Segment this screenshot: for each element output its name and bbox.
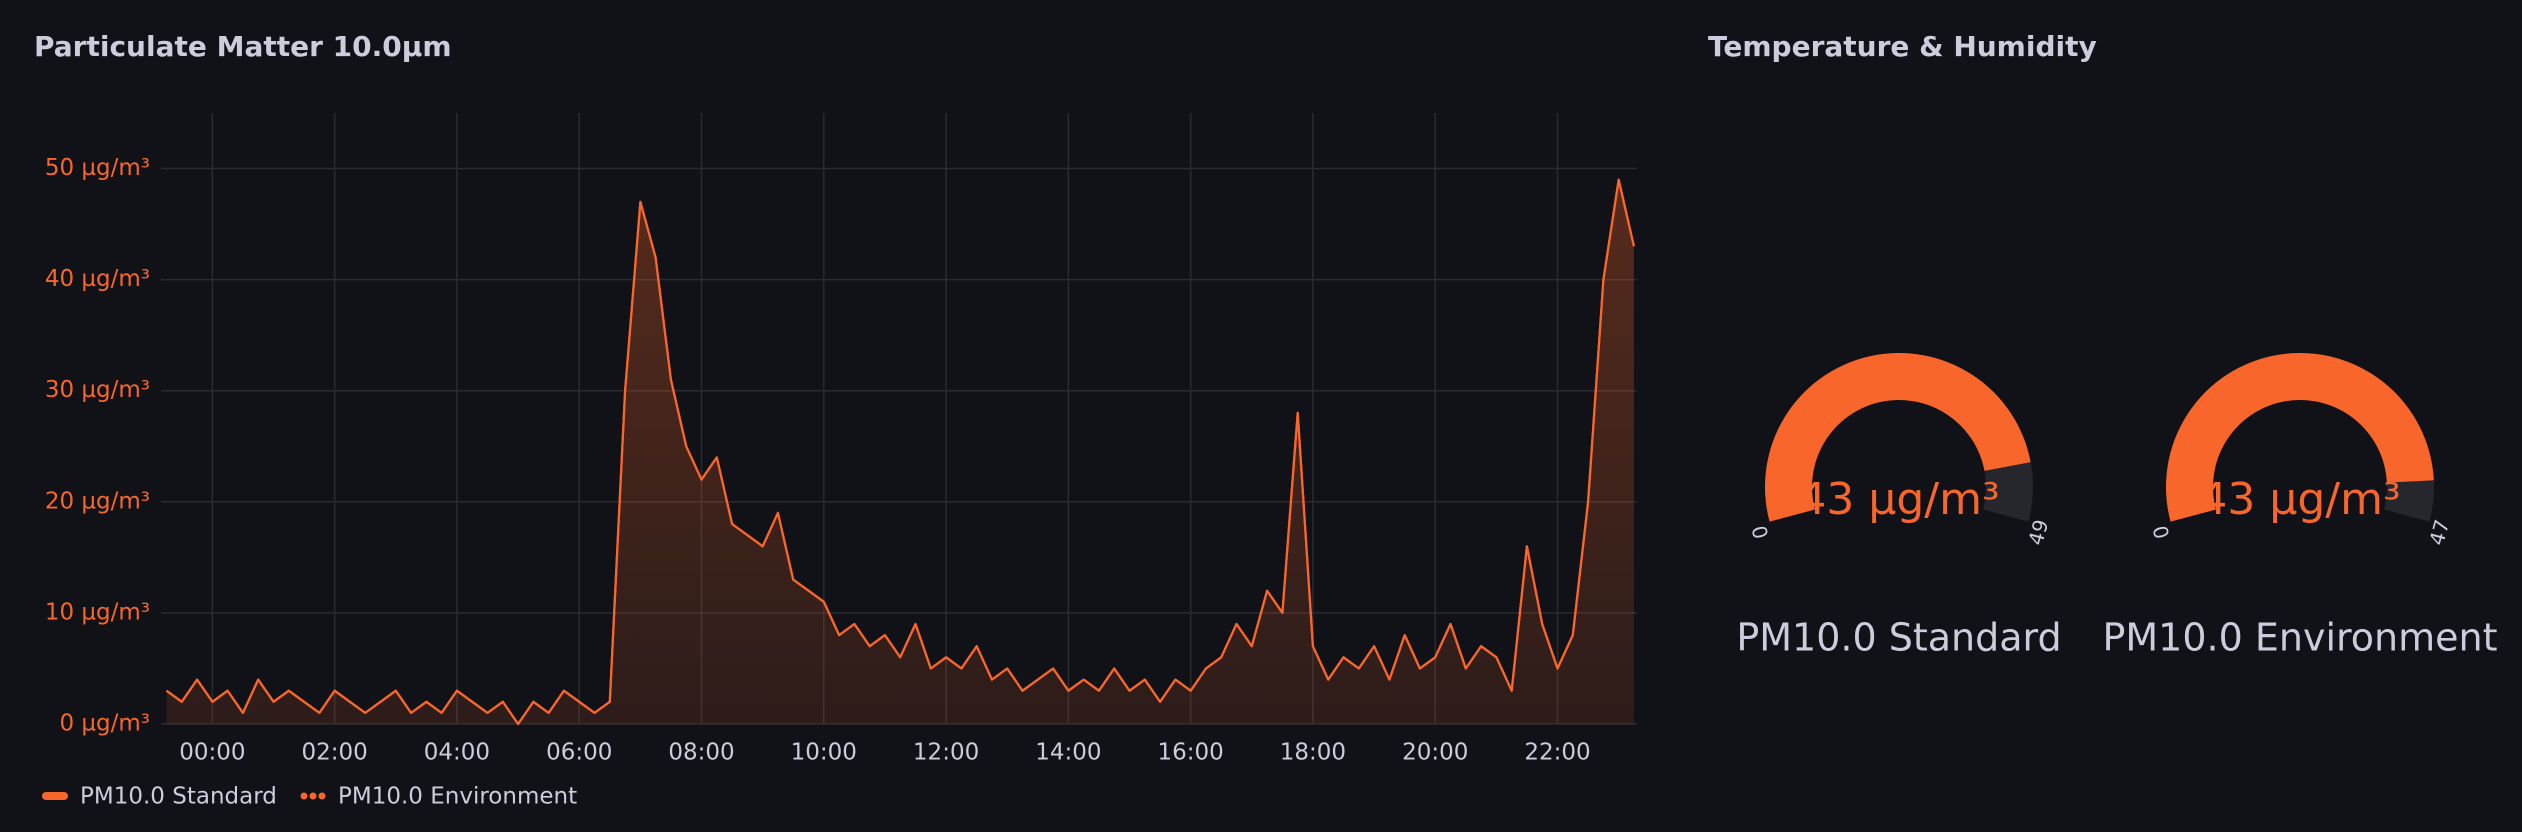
- panel-title: Particulate Matter 10.0µm: [34, 30, 452, 63]
- x-tick-label: 18:00: [1280, 740, 1346, 766]
- gauge-fill: [1765, 353, 2031, 522]
- x-tick-label: 12:00: [913, 740, 979, 766]
- gauge-value: 43 µg/m³: [1798, 474, 1999, 525]
- y-tick-label: 20 µg/m³: [45, 488, 150, 514]
- legend-icon: [309, 792, 317, 800]
- series-line: [165, 178, 1635, 726]
- legend-icon: [318, 792, 326, 800]
- gauge-value: 43 µg/m³: [2199, 474, 2400, 525]
- x-tick-label: 22:00: [1524, 740, 1590, 766]
- gauge-max: 47: [2424, 517, 2454, 548]
- gauge-title: PM10.0 Environment: [2102, 616, 2497, 660]
- x-tick-label: 08:00: [668, 740, 734, 766]
- legend-label: PM10.0 Environment: [338, 784, 577, 810]
- series-line: [165, 178, 1635, 726]
- y-tick-label: 30 µg/m³: [45, 377, 150, 403]
- y-tick-label: 50 µg/m³: [45, 155, 150, 181]
- gauge-fill: [2165, 352, 2434, 522]
- x-tick-label: 16:00: [1158, 740, 1224, 766]
- x-tick-label: 02:00: [301, 740, 367, 766]
- legend-label: PM10.0 Standard: [80, 784, 277, 810]
- x-tick-label: 14:00: [1035, 740, 1101, 766]
- x-tick-label: 20:00: [1402, 740, 1468, 766]
- y-tick-label: 0 µg/m³: [59, 711, 150, 737]
- panel-title: Temperature & Humidity: [1708, 30, 2097, 63]
- x-tick-label: 04:00: [424, 740, 490, 766]
- legend-icon: [300, 792, 308, 800]
- gauge-min: 0: [1746, 523, 1772, 542]
- gauge-max: 49: [2023, 517, 2053, 548]
- gauge-min: 0: [2147, 523, 2173, 542]
- area-fill: [166, 179, 1634, 724]
- gauge-title: PM10.0 Standard: [1736, 616, 2061, 660]
- y-tick-label: 10 µg/m³: [45, 599, 150, 625]
- x-tick-label: 10:00: [791, 740, 857, 766]
- x-tick-label: 06:00: [546, 740, 612, 766]
- legend-icon: [42, 792, 68, 800]
- y-tick-label: 40 µg/m³: [45, 266, 150, 292]
- x-tick-label: 00:00: [179, 740, 245, 766]
